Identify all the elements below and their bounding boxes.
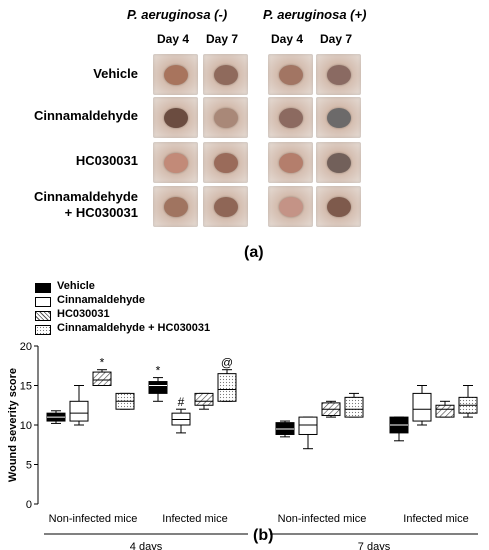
legend-label-cinnamaldehyde: Cinnamaldehyde [57, 294, 146, 306]
box [148, 381, 168, 394]
y-axis-label: Wound severity score [7, 368, 19, 482]
day-label: Day 7 [206, 32, 239, 46]
group-title-negative: P. aeruginosa (-) [127, 7, 228, 22]
wound-photo [316, 97, 361, 138]
box [92, 371, 112, 386]
wound-photo [203, 142, 248, 183]
y-tick-label: 20 [20, 341, 32, 353]
panel-label-a: (a) [244, 244, 264, 261]
wound-photo [268, 142, 313, 183]
significance-marker: @ [221, 356, 233, 370]
significance-marker: # [178, 395, 185, 409]
legend-label-vehicle: Vehicle [57, 280, 95, 292]
wound-photo [268, 54, 313, 95]
significance-marker: * [100, 356, 105, 370]
box-plot [148, 377, 168, 402]
box [344, 396, 364, 418]
legend-swatch-vehicle [35, 283, 51, 293]
box-plot [115, 392, 135, 410]
day-label: Day 4 [271, 32, 304, 46]
box [435, 404, 455, 418]
group-title-positive: P. aeruginosa (+) [263, 7, 367, 22]
box-plot [412, 385, 432, 426]
box-plot [344, 392, 364, 418]
wound-severity-chart: 0 5 10 15 20 Wound severity score * * # @ Non-in… [7, 341, 478, 550]
legend-swatch-combination [35, 325, 51, 335]
wound-photo [268, 97, 313, 138]
row-label-cinnamaldehyde: Cinnamaldehyde [33, 108, 138, 123]
wound-photo [203, 54, 248, 95]
group-label: Infected mice [162, 513, 227, 525]
group-label: Non-infected mice [49, 513, 138, 525]
box-plot [321, 400, 341, 418]
wound-photo [153, 186, 198, 227]
box-plot [194, 392, 214, 410]
group-label: Non-infected mice [278, 513, 367, 525]
box-plot [92, 369, 112, 386]
wound-photo [153, 97, 198, 138]
box [412, 392, 432, 422]
panel-label-b: (b) [253, 527, 274, 544]
group-label: Infected mice [403, 513, 468, 525]
box-plot [389, 416, 409, 442]
wound-photo [316, 186, 361, 227]
y-tick-label: 15 [20, 381, 32, 393]
day-label: Day 4 [157, 32, 190, 46]
box-plot [69, 385, 89, 426]
legend-swatch-cinnamaldehyde [35, 297, 51, 307]
row-label-vehicle: Vehicle [93, 66, 138, 81]
legend-label-hc030031: HC030031 [57, 308, 110, 320]
y-tick-label: 0 [26, 499, 32, 511]
box-plot [46, 410, 66, 424]
box-plot [458, 385, 478, 418]
wound-photo [316, 142, 361, 183]
box-plot [435, 400, 455, 418]
wound-photo [316, 54, 361, 95]
wound-photo [153, 142, 198, 183]
box-plot [171, 408, 191, 434]
y-tick-label: 10 [20, 420, 32, 432]
wound-photo [153, 54, 198, 95]
legend-swatch-hc030031 [35, 311, 51, 321]
day-label: Day 7 [320, 32, 353, 46]
box [217, 373, 237, 402]
box-plot [298, 416, 318, 450]
box-plot [275, 420, 295, 438]
significance-marker: * [156, 364, 161, 378]
row-label-hc030031: HC030031 [75, 153, 138, 168]
box-plot [217, 369, 237, 402]
row-label-combination: Cinnamaldehyde + HC030031 [33, 189, 138, 220]
wound-photo [268, 186, 313, 227]
wound-photo [203, 97, 248, 138]
box [194, 392, 214, 406]
box [298, 416, 318, 435]
time-label: 7 days [358, 541, 391, 550]
legend-label-combination: Cinnamaldehyde + HC030031 [57, 322, 211, 334]
wound-photo [203, 186, 248, 227]
box [69, 400, 89, 422]
y-tick-label: 5 [26, 460, 32, 472]
time-label: 4 days [130, 541, 163, 550]
